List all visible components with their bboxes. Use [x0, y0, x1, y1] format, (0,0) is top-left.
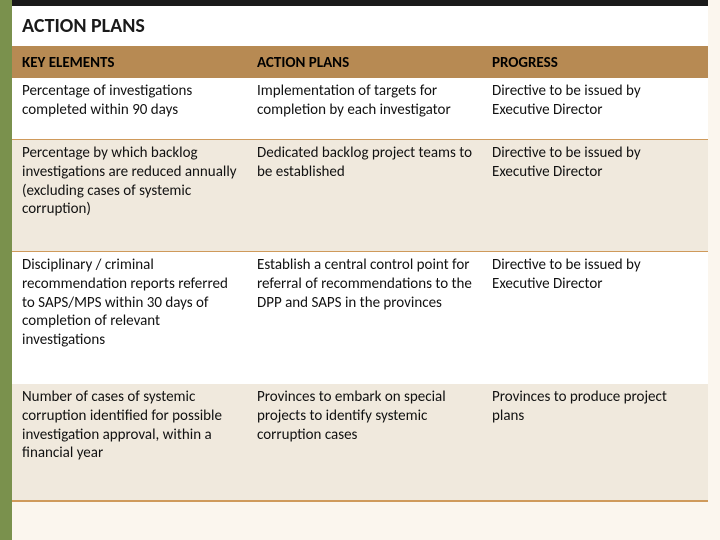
cell-progress: Directive to be issued by Executive Dire… [482, 140, 708, 251]
cell-action-plan: Dedicated backlog project teams to be es… [247, 140, 482, 251]
cell-action-plan: Provinces to embark on special projects … [247, 384, 482, 500]
header-action-plans: ACTION PLANS [247, 48, 482, 78]
cell-key-elements: Disciplinary / criminal recommendation r… [12, 252, 247, 384]
cell-key-elements: Number of cases of systemic corruption i… [12, 384, 247, 500]
slide-title: ACTION PLANS [22, 14, 145, 38]
header-progress: PROGRESS [482, 48, 708, 78]
left-accent-stripe [0, 0, 12, 540]
cell-key-elements: Percentage by which backlog investigatio… [12, 140, 247, 251]
slide-stage: ACTION PLANS KEY ELEMENTS ACTION PLANS P… [0, 0, 720, 540]
cell-progress: Provinces to produce project plans [482, 384, 708, 500]
title-bar: ACTION PLANS [12, 0, 708, 48]
table-header-row: KEY ELEMENTS ACTION PLANS PROGRESS [12, 48, 708, 78]
cell-key-elements: Percentage of investigations completed w… [12, 78, 247, 139]
cell-action-plan: Establish a central control point for re… [247, 252, 482, 384]
cell-progress: Directive to be issued by Executive Dire… [482, 252, 708, 384]
table-row: Percentage of investigations completed w… [12, 78, 708, 140]
header-key-elements: KEY ELEMENTS [12, 48, 247, 78]
table-row: Percentage by which backlog investigatio… [12, 140, 708, 252]
cell-progress: Directive to be issued by Executive Dire… [482, 78, 708, 139]
cell-action-plan: Implementation of targets for completion… [247, 78, 482, 139]
table-row: Number of cases of systemic corruption i… [12, 384, 708, 502]
table-row: Disciplinary / criminal recommendation r… [12, 252, 708, 384]
